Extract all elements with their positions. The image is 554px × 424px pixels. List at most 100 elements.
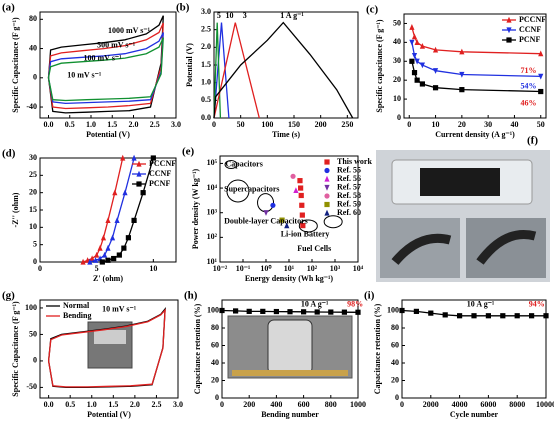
y-tick-label: 60 — [391, 340, 399, 349]
marker — [112, 189, 118, 196]
x-tick-label: 600 — [298, 400, 310, 409]
panel-label: (d) — [2, 148, 16, 160]
marker — [324, 184, 330, 191]
marker — [150, 155, 156, 161]
marker — [409, 24, 415, 30]
marker — [298, 192, 304, 199]
y-tick-label: 100 — [387, 305, 399, 314]
x-tick-label: 5 — [95, 264, 99, 273]
series-label: 10 mV s⁻¹ — [67, 70, 102, 79]
marker — [219, 307, 225, 314]
series-line — [47, 37, 164, 102]
series-label: 5 — [217, 11, 221, 20]
plot-frame — [213, 11, 359, 119]
panel: 0.0 0.5 1.0 1.5 2.0 2.5 3.0 -40 0 40 80 Potential (… — [2, 2, 181, 139]
x-tick-label: 1.0 — [86, 120, 96, 129]
marker — [414, 77, 420, 83]
x-tick-label: 250 — [341, 120, 353, 129]
annotation: 46% — [520, 98, 536, 107]
x-tick-label: 10⁰ — [260, 264, 272, 273]
marker — [100, 234, 107, 241]
ruler — [232, 370, 348, 376]
y-tick-label: 100 — [25, 303, 37, 312]
series-line — [47, 22, 164, 110]
marker — [111, 255, 117, 262]
x-tick-label: 20 — [458, 120, 466, 129]
region — [226, 179, 250, 203]
marker — [432, 68, 439, 74]
marker — [105, 244, 111, 251]
marker — [538, 50, 544, 57]
photo-inset — [466, 218, 546, 278]
marker — [500, 313, 506, 319]
marker — [341, 309, 347, 315]
marker — [99, 259, 105, 265]
y-tick-label: 20 — [393, 75, 401, 84]
marker — [414, 58, 420, 65]
plot-frame — [403, 13, 547, 119]
x-tick-label: 3.0 — [171, 120, 181, 129]
annotation: 10 mV s⁻¹ — [102, 305, 137, 314]
marker — [97, 244, 103, 251]
marker — [506, 27, 512, 34]
x-tick-label: 1.5 — [107, 120, 117, 129]
y-tick-label: 10 — [29, 222, 37, 231]
panel-label: (e) — [182, 146, 195, 158]
x-tick-label: 0.0 — [44, 400, 54, 409]
x-axis-label: Bending number — [261, 410, 319, 419]
marker — [328, 309, 334, 315]
legend-label: CCNF — [519, 25, 541, 34]
y-tick-label: 30 — [29, 153, 37, 162]
annotation: Double-layer Capacitors — [224, 217, 308, 226]
y-axis-label: Specific Capacitance (F g⁻¹) — [11, 17, 20, 113]
panel-label: (c) — [366, 4, 379, 16]
marker — [136, 170, 142, 177]
x-tick-label: 10000 — [536, 400, 554, 409]
region — [298, 219, 318, 233]
y-tick-label: 40 — [391, 358, 399, 367]
series-line — [213, 22, 260, 119]
annotation: 10 A g⁻¹ — [467, 300, 495, 309]
marker — [131, 154, 137, 161]
x-tick-label: 100 — [261, 120, 273, 129]
y-axis-label: Specific capacitance (F g⁻¹) — [375, 19, 384, 113]
marker — [459, 71, 465, 78]
marker — [428, 310, 434, 316]
marker — [80, 258, 86, 265]
marker — [355, 309, 361, 315]
marker — [297, 178, 303, 184]
device — [267, 319, 313, 375]
marker — [136, 160, 142, 167]
panel: 0 5 10 0 5 10 15 20 25 30 Z' (ohm) -Z'' (ohm) (d) PCC… — [2, 148, 177, 283]
marker — [136, 181, 142, 187]
x-tick-label: 30 — [484, 120, 492, 129]
marker — [432, 46, 439, 53]
y-tick-label: 0 — [395, 393, 399, 402]
y-tick-label: 40 — [29, 43, 37, 52]
marker — [299, 202, 305, 208]
legend-label: Ref. 60 — [337, 208, 361, 217]
annotation: Li-ion Battery — [281, 229, 330, 238]
marker — [442, 312, 448, 318]
x-tick-label: 150 — [288, 120, 300, 129]
marker — [284, 222, 290, 229]
y-tick-label: 1.0 — [201, 77, 211, 86]
y-axis-label: Capacitance retention (%) — [193, 303, 202, 394]
y-tick-label: 10⁵ — [207, 158, 218, 167]
region — [257, 193, 275, 213]
annotation: 54% — [520, 82, 536, 91]
y-tick-label: -40 — [26, 102, 37, 111]
marker — [263, 210, 269, 216]
series-label: 10 — [226, 11, 234, 20]
x-tick-label: 0 — [407, 120, 411, 129]
x-tick-label: 10³ — [330, 264, 341, 273]
x-tick-label: 0.5 — [65, 120, 75, 129]
panel-label: (f) — [527, 135, 538, 147]
y-tick-label: 80 — [211, 323, 219, 332]
photo-f: (f) — [376, 135, 550, 282]
x-tick-label: 0 — [212, 120, 216, 129]
x-tick-label: 0 — [400, 400, 404, 409]
region — [323, 215, 343, 229]
marker — [299, 212, 305, 218]
